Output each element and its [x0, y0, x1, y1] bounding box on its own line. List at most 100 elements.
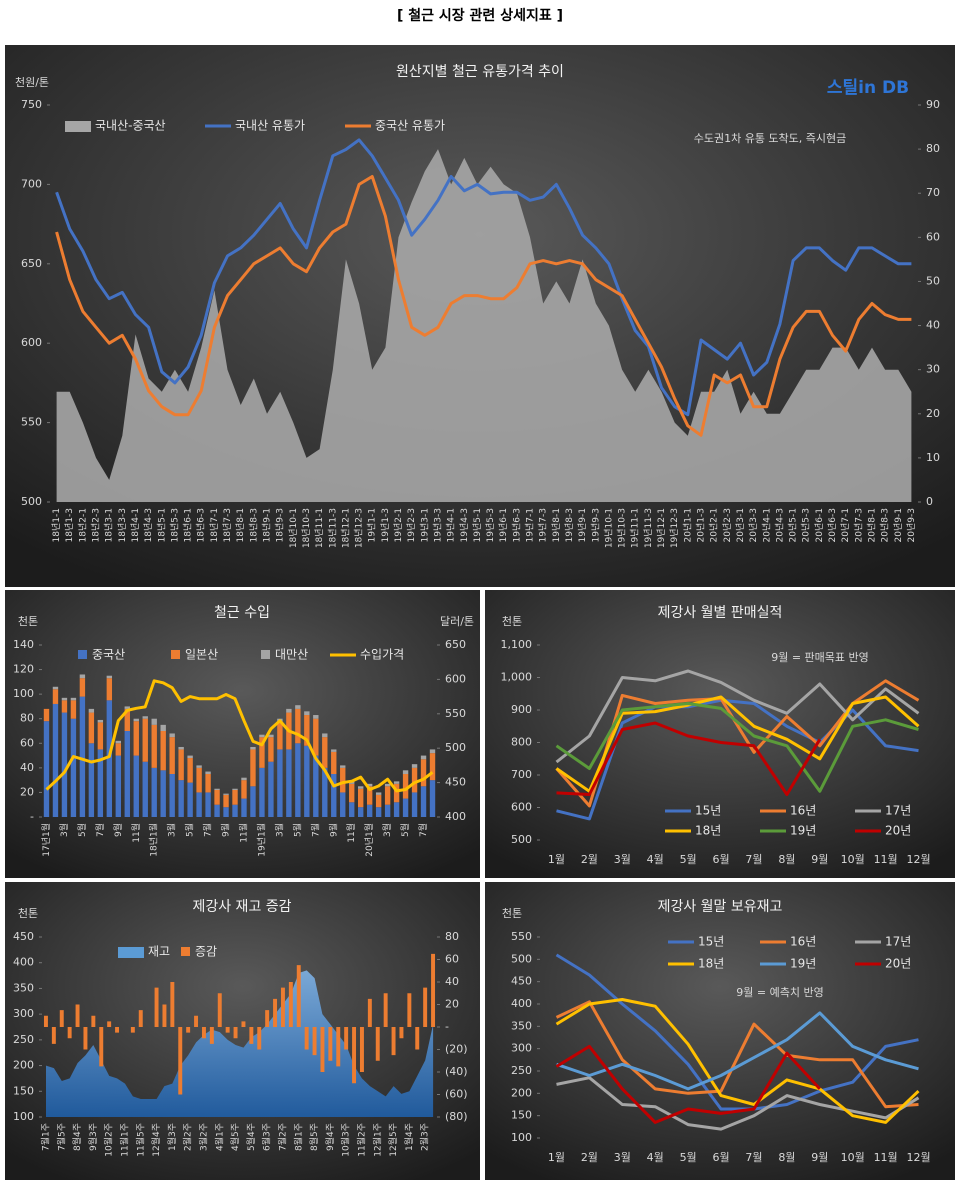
- bar: [52, 689, 59, 704]
- bar: [223, 794, 229, 808]
- bar: [375, 1027, 380, 1061]
- x-tick-label: 5월4주: [245, 1123, 257, 1151]
- x-tick-label: 12월5주: [387, 1123, 399, 1157]
- x-tick-label: 5월: [76, 823, 88, 837]
- legend-label: 중국산 유통가: [375, 119, 445, 133]
- bar: [51, 1027, 56, 1044]
- bar: [107, 1021, 112, 1027]
- bar: [160, 731, 166, 771]
- bar: [61, 697, 68, 701]
- y-tick-label: 10: [926, 451, 940, 464]
- y-tick-label: -: [445, 1020, 449, 1033]
- x-tick-label: 3월: [614, 1151, 631, 1164]
- line: [55, 175, 912, 437]
- x-tick-label: 20년4-3: [774, 508, 785, 542]
- y-tick-label: 300: [13, 1007, 34, 1020]
- y-tick-label: 80: [445, 930, 459, 943]
- bar: [241, 1021, 246, 1027]
- x-tick-label: 18년9-1: [262, 508, 273, 542]
- y-tick-label: 400: [445, 810, 466, 823]
- bar: [178, 749, 184, 781]
- y-tick-label: 80: [20, 712, 34, 725]
- x-tick-label: 18년1-1: [51, 508, 62, 542]
- chart-title: 원산지별 철근 유통가격 추이: [396, 64, 564, 80]
- bar: [375, 794, 382, 808]
- x-tick-label: 6월3주: [261, 1123, 273, 1151]
- bar: [366, 804, 373, 817]
- bar: [79, 674, 86, 679]
- x-tick-label: 19년10-1: [603, 508, 614, 548]
- legend-label: 19년: [790, 957, 816, 971]
- bar: [402, 798, 409, 817]
- x-tick-label: 18년12-1: [340, 508, 351, 548]
- chart-title: 제강사 월말 보유재고: [658, 899, 783, 915]
- x-tick-label: 19년11-3: [643, 508, 654, 548]
- bar: [178, 780, 184, 817]
- bar: [223, 807, 229, 817]
- y-tick-label: 450: [13, 930, 34, 943]
- bar: [429, 749, 436, 754]
- legend-label: 중국산: [92, 648, 125, 662]
- bar: [115, 755, 121, 817]
- x-tick-label: 19년9-1: [577, 508, 588, 542]
- bar: [59, 1010, 64, 1027]
- y-axis-label: 천톤: [502, 614, 522, 628]
- x-tick-label: 18년12-3: [354, 508, 365, 548]
- bar: [91, 1015, 96, 1027]
- bar: [106, 678, 113, 701]
- bar: [358, 788, 364, 808]
- y-tick-label: 550: [21, 416, 42, 429]
- line: [555, 669, 920, 764]
- y-tick-label: 600: [21, 336, 42, 349]
- bar: [232, 804, 238, 817]
- x-tick-label: 3월: [273, 823, 285, 837]
- x-tick-label: 8월4주: [71, 1123, 83, 1151]
- legend-label: 18년: [698, 957, 724, 971]
- bar: [407, 993, 412, 1027]
- bar: [187, 758, 193, 783]
- x-tick-label: 7월: [745, 853, 762, 866]
- legend-swatch: [78, 650, 87, 659]
- bar: [160, 724, 166, 731]
- x-tick-label: 19년12-3: [669, 508, 680, 548]
- line: [556, 1076, 920, 1131]
- y-tick-label: 450: [445, 776, 466, 789]
- x-tick-label: 9월: [811, 853, 828, 866]
- bar: [420, 759, 427, 787]
- x-tick-label: 18년6-1: [183, 508, 194, 542]
- x-tick-label: 20년9-3: [906, 508, 917, 542]
- bar: [344, 1027, 349, 1050]
- x-tick-label: 10월: [841, 853, 865, 866]
- legend-label: 국내산-중국산: [95, 119, 166, 133]
- x-tick-label: 19년4-3: [459, 508, 470, 542]
- x-tick-label: 11월: [130, 823, 142, 843]
- x-tick-label: 7월: [309, 823, 321, 837]
- legend-swatch: [65, 121, 91, 132]
- x-tick-label: 8월5주: [308, 1123, 320, 1151]
- y-tick-label: 60: [926, 230, 940, 243]
- y-tick-label: (20): [445, 1043, 468, 1056]
- x-tick-label: 18년8-3: [248, 508, 259, 542]
- bar: [286, 708, 292, 713]
- bar: [411, 767, 418, 793]
- bar: [214, 789, 220, 805]
- x-tick-label: 18년9-3: [275, 508, 286, 542]
- x-tick-label: 7월: [202, 823, 214, 837]
- x-tick-label: 7월2주: [276, 1123, 288, 1151]
- x-tick-label: 4월: [647, 853, 664, 866]
- y-tick-label: (80): [445, 1110, 468, 1123]
- annotation: 9월 = 예측치 반영: [736, 986, 823, 999]
- bar: [52, 703, 59, 817]
- bar: [232, 789, 238, 805]
- bar: [209, 1027, 214, 1044]
- x-tick-label: 2월3주: [419, 1123, 431, 1151]
- x-tick-label: 12월1주: [371, 1123, 383, 1157]
- bar: [196, 792, 202, 817]
- x-tick-label: 11월1주: [118, 1123, 130, 1157]
- bar: [411, 764, 418, 768]
- x-tick-label: 4월5주: [229, 1123, 241, 1151]
- y-tick-label: 90: [926, 98, 940, 111]
- bar: [241, 777, 247, 781]
- y-tick-label: 150: [13, 1084, 34, 1097]
- x-tick-label: 20년5-3: [801, 508, 812, 542]
